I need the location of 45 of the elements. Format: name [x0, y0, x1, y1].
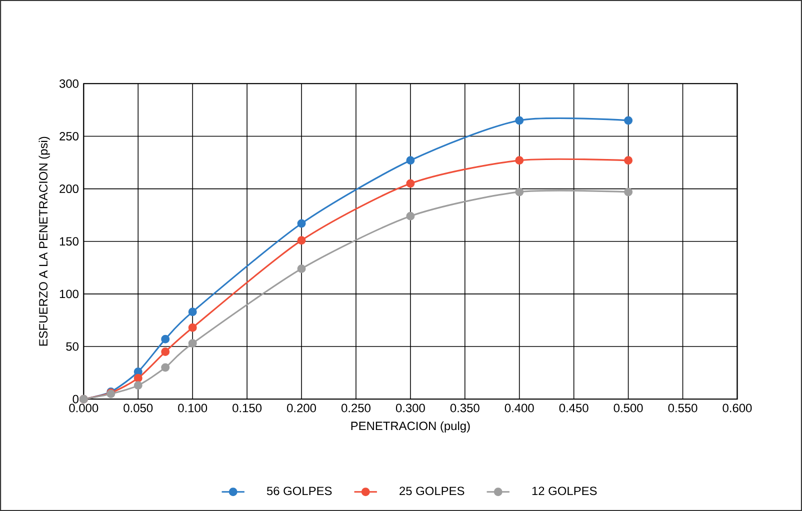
y-tick-label: 50 — [66, 342, 78, 351]
y-tick-label: 100 — [60, 290, 78, 298]
point — [297, 219, 306, 228]
legend-label: 56 GOLPES — [266, 486, 332, 496]
x-tick-label: 0.500 — [614, 404, 643, 412]
point — [297, 236, 306, 245]
point — [406, 179, 415, 188]
legend-label: 25 GOLPES — [400, 486, 464, 496]
point — [188, 308, 197, 316]
point — [406, 212, 415, 220]
y-tick-label: 250 — [60, 132, 78, 140]
x-tick-label: 0.450 — [559, 404, 588, 412]
point — [624, 156, 633, 165]
x-tick-label: 0.000 — [69, 404, 98, 412]
point — [515, 156, 524, 165]
x-tick-label: 0.600 — [722, 404, 752, 412]
point — [297, 264, 306, 273]
x-tick-label: 0.200 — [287, 404, 316, 412]
point — [161, 334, 170, 344]
y-axis-title: ESFUERZO A LA PENETRACION (psi) — [38, 136, 50, 346]
point — [134, 374, 142, 382]
legend-label: 12 GOLPES — [532, 486, 597, 496]
y-tick-label: 200 — [60, 184, 78, 193]
x-tick-label: 0.350 — [450, 404, 480, 412]
x-tick-label: 0.050 — [124, 404, 153, 412]
y-tick-label: 300 — [59, 79, 78, 88]
x-tick-label: 0.150 — [232, 404, 262, 412]
point — [134, 381, 142, 390]
x-tick-label: 0.250 — [341, 404, 370, 412]
point — [161, 363, 170, 372]
point — [406, 156, 415, 165]
point — [624, 188, 633, 196]
y-tick-label: 0 — [72, 394, 78, 404]
x-tick-label: 0.300 — [396, 404, 425, 412]
point — [188, 339, 197, 348]
x-tick-label: 0.100 — [178, 404, 208, 412]
point — [188, 323, 197, 332]
y-tick-label: 150 — [60, 237, 78, 246]
x-axis-title: PENETRACION (pulg) — [351, 421, 470, 432]
point — [161, 347, 170, 356]
x-tick-label: 0.550 — [668, 404, 698, 412]
point — [624, 116, 633, 125]
point — [515, 188, 524, 196]
x-tick-label: 0.400 — [504, 404, 534, 412]
point — [515, 116, 524, 125]
